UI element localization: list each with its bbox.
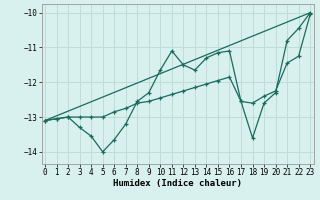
X-axis label: Humidex (Indice chaleur): Humidex (Indice chaleur) bbox=[113, 179, 242, 188]
